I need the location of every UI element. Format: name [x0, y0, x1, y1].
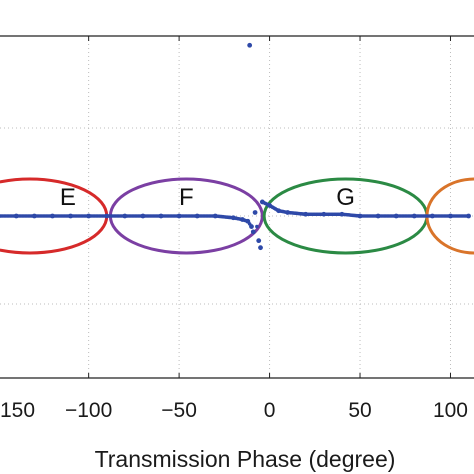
data-point	[429, 213, 435, 219]
data-point	[411, 213, 417, 219]
data-point	[245, 218, 251, 224]
data-point	[448, 213, 453, 219]
data-point	[357, 213, 363, 219]
data-point	[140, 213, 146, 219]
plot-frame	[0, 35, 474, 379]
data-point	[50, 213, 55, 219]
data-point	[466, 213, 471, 219]
data-point	[212, 213, 218, 219]
x-tick-label: 50	[348, 399, 371, 422]
data-point	[176, 213, 182, 219]
data-point	[104, 213, 110, 219]
data-point	[259, 199, 265, 205]
x-tick-label: 150	[0, 399, 35, 422]
x-tick-label: 0	[264, 399, 276, 422]
x-tick-label: −100	[65, 399, 112, 422]
x-tick-label: 100	[433, 399, 468, 422]
grid-layer	[0, 36, 474, 378]
x-axis-title: Transmission Phase (degree)	[95, 446, 396, 472]
data-point	[321, 211, 327, 217]
data-point	[256, 238, 262, 244]
data-point	[249, 224, 254, 229]
x-tick-labels: 150 −100 −50 0 50 100	[0, 399, 468, 422]
data-point	[255, 224, 259, 229]
data-point	[258, 245, 263, 251]
data-point	[122, 213, 128, 219]
data-point	[0, 214, 1, 218]
x-tick-label: −50	[161, 399, 197, 422]
data-point	[247, 42, 253, 48]
data-point	[339, 211, 345, 217]
data-point	[158, 213, 164, 219]
data-points	[0, 42, 471, 251]
data-point	[393, 213, 399, 219]
data-point	[31, 213, 37, 219]
data-point	[267, 203, 272, 208]
data-point	[250, 229, 256, 235]
region-label-e: E	[60, 184, 76, 211]
data-point	[13, 213, 19, 219]
data-point	[194, 213, 200, 219]
data-point	[303, 211, 309, 217]
data-point	[68, 213, 73, 219]
region-label-g: G	[336, 184, 355, 211]
data-point	[240, 217, 245, 222]
data-point	[276, 208, 282, 214]
region-label-f: F	[179, 184, 194, 211]
data-point	[86, 213, 92, 219]
data-point	[375, 213, 381, 219]
data-point	[230, 215, 236, 221]
data-point	[285, 210, 291, 215]
data-point	[252, 210, 258, 215]
